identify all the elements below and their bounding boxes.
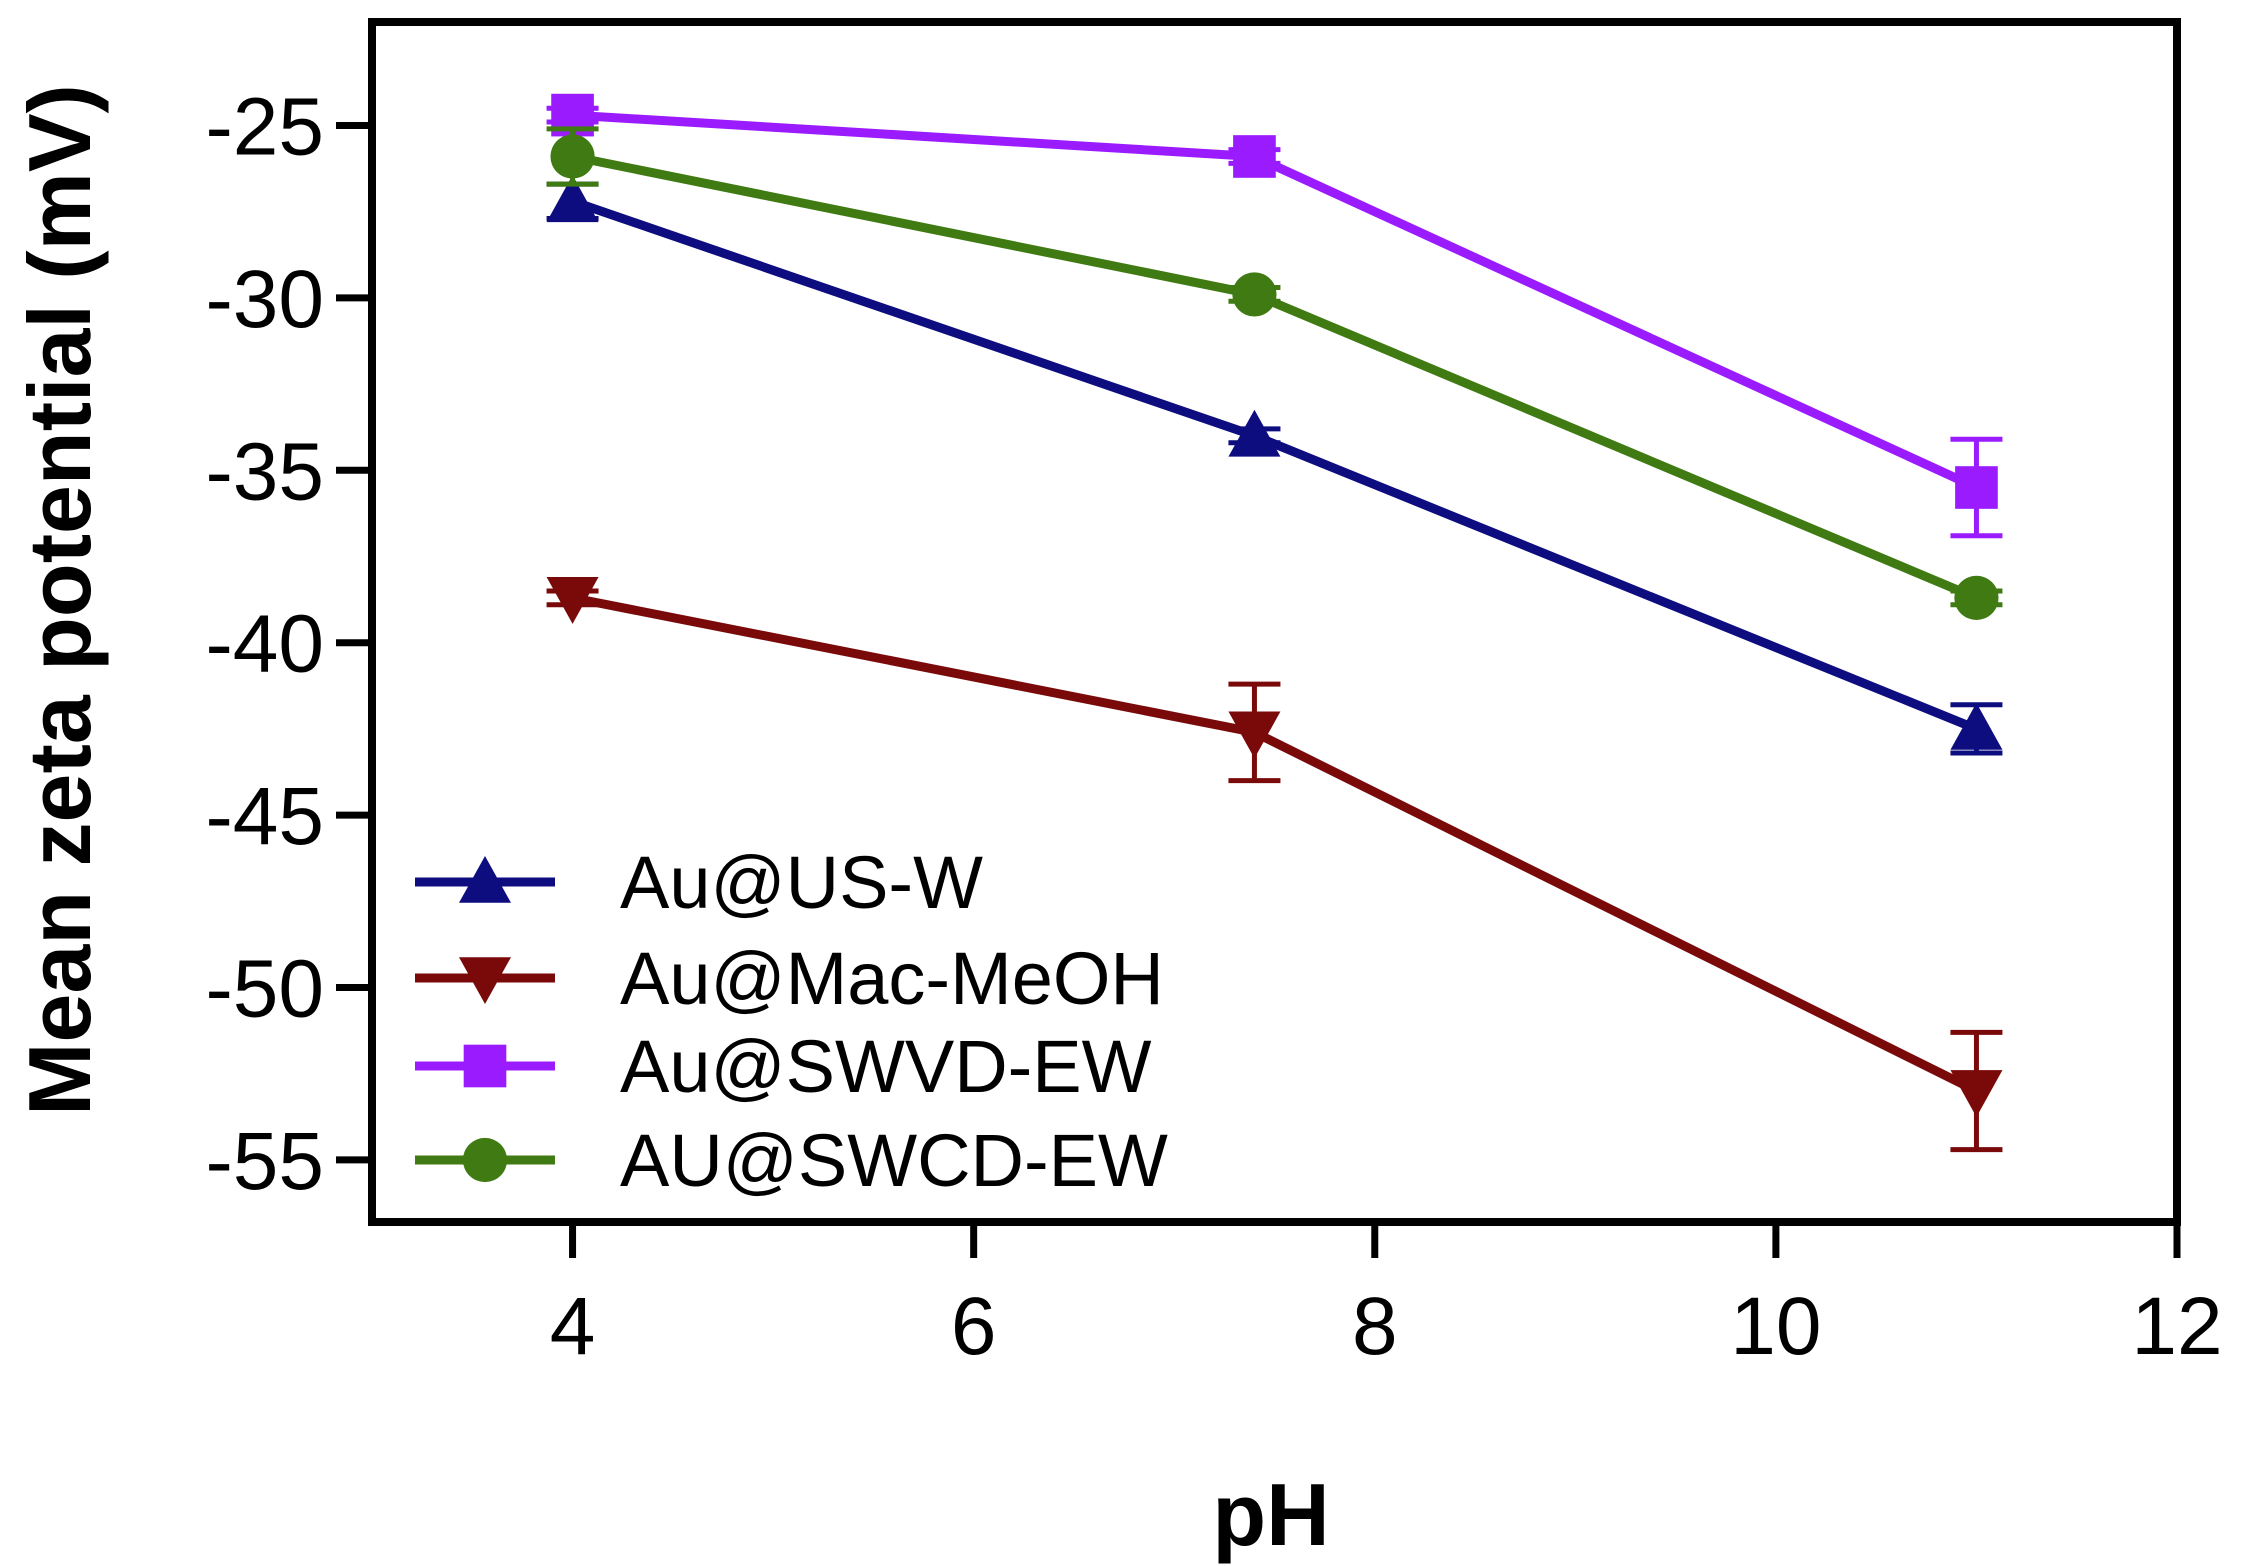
ticks: -25 -30 -35 -40 -45 -50 -55 4 6 8 10 12 xyxy=(205,81,2222,1372)
x-tick-label: 8 xyxy=(1352,1281,1398,1372)
y-axis-title: Mean zeta potential (mV) xyxy=(10,84,109,1116)
legend-swatch-marker xyxy=(459,957,511,1004)
legend-swatch-marker xyxy=(462,1137,508,1183)
series-group xyxy=(546,93,2003,1153)
x-tick-label: 10 xyxy=(1730,1281,1821,1372)
data-point xyxy=(1954,575,1999,620)
series-line xyxy=(571,152,1979,603)
legend-item: Au@US-W xyxy=(415,841,983,924)
data-point xyxy=(1228,711,1281,759)
data-point xyxy=(546,175,599,223)
legend-label: Au@US-W xyxy=(620,841,983,924)
y-tick-label: -50 xyxy=(205,944,324,1035)
legend-item: Au@Mac-MeOH xyxy=(415,937,1164,1020)
series-line xyxy=(571,197,1979,734)
y-tick-label: -35 xyxy=(205,426,324,517)
legend-item: AU@SWCD-EW xyxy=(415,1119,1168,1202)
data-point xyxy=(1233,135,1276,178)
legend-label: Au@SWVD-EW xyxy=(620,1025,1152,1108)
x-tick-label: 4 xyxy=(550,1281,596,1372)
data-point xyxy=(546,577,599,624)
series-3 xyxy=(546,126,2003,620)
x-tick-label: 12 xyxy=(2131,1281,2222,1372)
series-2 xyxy=(546,93,2003,539)
legend-label: Au@Mac-MeOH xyxy=(620,937,1164,1020)
data-point xyxy=(1228,409,1281,457)
data-point xyxy=(1950,1070,2003,1117)
y-tick-label: -45 xyxy=(205,771,324,862)
series-1 xyxy=(546,577,2003,1153)
series-0 xyxy=(546,175,2003,756)
legend-swatch-marker xyxy=(459,856,511,903)
legend-label: AU@SWCD-EW xyxy=(620,1119,1168,1202)
y-tick-label: -40 xyxy=(205,599,324,690)
y-tick-label: -55 xyxy=(205,1116,324,1207)
data-point xyxy=(1950,702,2003,750)
y-tick-label: -25 xyxy=(205,81,324,172)
data-point xyxy=(1232,272,1277,317)
legend-swatch-marker xyxy=(463,1044,507,1088)
x-axis-title: pH xyxy=(1212,1465,1329,1564)
legend-item: Au@SWVD-EW xyxy=(415,1025,1152,1108)
x-tick-label: 6 xyxy=(951,1281,997,1372)
plot-frame xyxy=(368,18,2181,1226)
axes xyxy=(368,18,2181,1226)
y-tick-label: -30 xyxy=(205,254,324,345)
data-point xyxy=(550,134,595,179)
data-point xyxy=(1955,466,1998,509)
